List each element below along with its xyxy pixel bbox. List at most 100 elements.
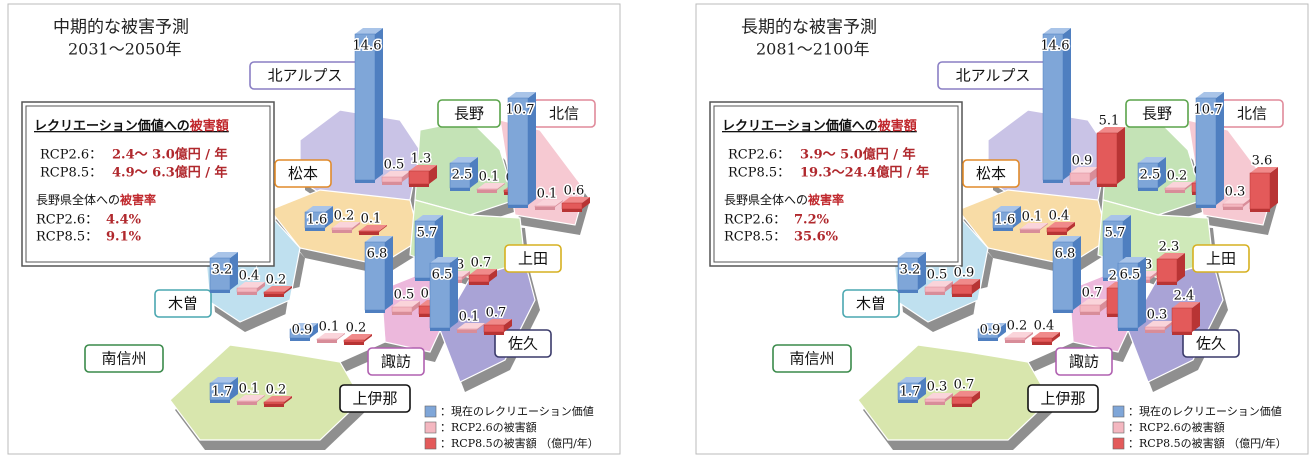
bar-base bbox=[305, 228, 325, 231]
region-label: 佐久 bbox=[1196, 335, 1226, 353]
bar bbox=[1117, 262, 1139, 329]
info-row-value: 3.9～ 5.0億円 / 年 bbox=[800, 147, 916, 163]
bar-top bbox=[469, 269, 497, 275]
bar-value-label: 1.7 bbox=[900, 385, 921, 400]
bar-base bbox=[344, 342, 364, 345]
bar-top bbox=[332, 222, 360, 228]
bar-top bbox=[1043, 28, 1071, 34]
bar-side bbox=[310, 323, 318, 338]
bar bbox=[951, 284, 973, 295]
region-label: 松本 bbox=[288, 165, 318, 183]
bar-base bbox=[1053, 310, 1073, 313]
info-heading-em: 被害額 bbox=[877, 118, 917, 134]
rate-label: RCP2.6： bbox=[724, 213, 786, 228]
bar-value-label: 0.3 bbox=[1147, 308, 1168, 323]
bar-value-label: 0.9 bbox=[1072, 154, 1093, 169]
bar bbox=[381, 176, 403, 183]
bar-side bbox=[945, 393, 953, 402]
bar bbox=[483, 324, 505, 333]
bar-side bbox=[1150, 271, 1158, 280]
bar-side bbox=[257, 395, 265, 402]
bar bbox=[236, 287, 258, 293]
bar-side bbox=[1063, 28, 1071, 180]
bar-base bbox=[237, 292, 257, 295]
bar bbox=[1052, 241, 1074, 311]
bar-base bbox=[993, 228, 1013, 231]
bar-value-label: 0.7 bbox=[486, 306, 507, 321]
bar-side bbox=[1192, 302, 1200, 332]
bar-value-label: 3.2 bbox=[900, 263, 921, 278]
region-label-box bbox=[84, 344, 164, 373]
bar-side bbox=[972, 279, 980, 294]
bar-value-label: 1.3 bbox=[411, 152, 432, 167]
region-area bbox=[857, 344, 1051, 441]
bar bbox=[1195, 97, 1217, 206]
bar-top bbox=[392, 301, 420, 307]
bar bbox=[1031, 337, 1053, 343]
bar bbox=[209, 257, 231, 291]
bar-top bbox=[1053, 236, 1081, 242]
region-label-box bbox=[842, 289, 900, 318]
bar-value-label: 0.1 bbox=[319, 320, 340, 335]
region-label-box bbox=[1192, 244, 1250, 273]
bar-top bbox=[1250, 167, 1278, 173]
legend-label: ：RCP8.5の被害額 （億円/年） bbox=[440, 436, 599, 450]
bar-value-label: 0.4 bbox=[1034, 319, 1055, 334]
bar-value-label: 0.5 bbox=[927, 268, 948, 283]
info-heading: レクリエーション価値への被害額 bbox=[34, 118, 229, 134]
info-heading: レクリエーション価値への被害額 bbox=[722, 118, 917, 134]
region-label-box bbox=[1125, 99, 1189, 128]
region-label: 佐久 bbox=[508, 335, 538, 353]
rate-heading: 長野県全体への被害率 bbox=[36, 192, 156, 207]
bar-base bbox=[1138, 188, 1158, 191]
bar-side bbox=[257, 282, 265, 292]
region-area bbox=[169, 344, 363, 441]
bar-value-label: 6.5 bbox=[1120, 268, 1141, 283]
legend-label: ：現在のレクリエーション価値 bbox=[1128, 405, 1282, 418]
bar-side bbox=[1243, 198, 1251, 207]
bar bbox=[897, 257, 919, 291]
bar bbox=[289, 328, 311, 339]
bar bbox=[897, 382, 919, 401]
bar-value-label: 0.4 bbox=[239, 269, 260, 284]
bar-top bbox=[952, 279, 980, 285]
bar-value-label: 0.1 bbox=[1022, 210, 1043, 225]
bar-top bbox=[317, 333, 345, 339]
bar-value-label: 0.2 bbox=[1167, 169, 1188, 184]
bar-top bbox=[359, 225, 387, 231]
bar-side bbox=[429, 165, 437, 184]
region-label-box bbox=[1182, 329, 1240, 358]
region-label: 北アルプス bbox=[956, 67, 1031, 85]
bar-top bbox=[1032, 332, 1060, 338]
bar-value-label: 0.6 bbox=[564, 184, 585, 199]
region-label: 長野 bbox=[454, 105, 484, 123]
bar bbox=[507, 97, 529, 206]
bar-side bbox=[284, 396, 292, 404]
bar-base bbox=[382, 182, 402, 185]
region-label: 北信 bbox=[1237, 105, 1267, 123]
bar-top bbox=[978, 323, 1006, 329]
bar bbox=[561, 202, 583, 210]
bar-base bbox=[419, 314, 439, 317]
bar-base bbox=[450, 188, 470, 191]
bar bbox=[456, 328, 478, 331]
bar bbox=[236, 400, 258, 403]
region-label: 上田 bbox=[518, 250, 548, 268]
bar-value-label: 0.7 bbox=[954, 378, 975, 393]
bar-base bbox=[484, 332, 504, 335]
info-box-inner bbox=[713, 105, 959, 263]
bar-side bbox=[998, 323, 1006, 338]
bar-base bbox=[1196, 205, 1216, 208]
bar-side bbox=[1117, 127, 1125, 184]
legend-swatch bbox=[424, 405, 437, 418]
bar bbox=[354, 33, 376, 181]
info-box-outer bbox=[709, 101, 963, 267]
bar-base bbox=[535, 207, 555, 210]
region-label: 南信州 bbox=[789, 350, 834, 368]
bar-base bbox=[264, 404, 284, 407]
bar bbox=[1096, 132, 1118, 185]
bar-value-label: 0.9 bbox=[292, 323, 313, 338]
bar-side bbox=[402, 171, 410, 182]
bar-value-label: 0.9 bbox=[980, 323, 1001, 338]
bar-value-label: 1.6 bbox=[995, 213, 1016, 228]
